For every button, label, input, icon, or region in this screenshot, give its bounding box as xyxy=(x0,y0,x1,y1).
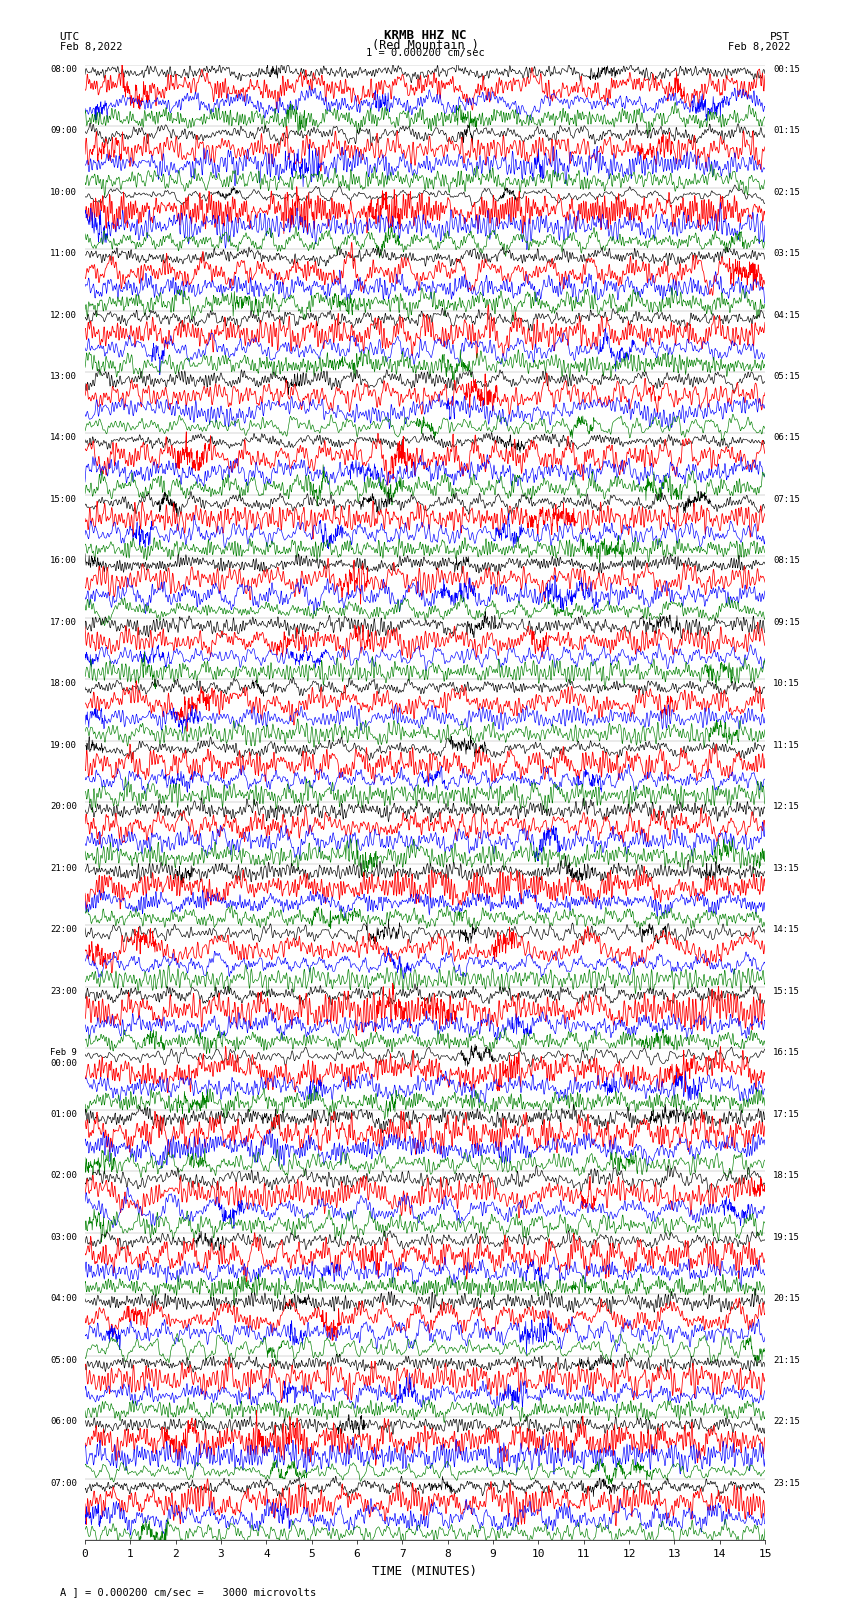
Text: 10:00: 10:00 xyxy=(50,187,76,197)
Text: 07:00: 07:00 xyxy=(50,1479,76,1487)
Text: 19:00: 19:00 xyxy=(50,740,76,750)
Text: 17:00: 17:00 xyxy=(50,618,76,627)
X-axis label: TIME (MINUTES): TIME (MINUTES) xyxy=(372,1565,478,1578)
Text: 20:00: 20:00 xyxy=(50,803,76,811)
Text: 21:15: 21:15 xyxy=(774,1357,800,1365)
Text: 14:15: 14:15 xyxy=(774,926,800,934)
Text: 21:00: 21:00 xyxy=(50,865,76,873)
Text: 04:15: 04:15 xyxy=(774,311,800,319)
Text: 03:00: 03:00 xyxy=(50,1232,76,1242)
Text: 18:15: 18:15 xyxy=(774,1171,800,1181)
Text: 02:00: 02:00 xyxy=(50,1171,76,1181)
Text: 17:15: 17:15 xyxy=(774,1110,800,1119)
Text: 19:15: 19:15 xyxy=(774,1232,800,1242)
Text: 13:00: 13:00 xyxy=(50,373,76,381)
Text: 02:15: 02:15 xyxy=(774,187,800,197)
Text: 16:15: 16:15 xyxy=(774,1048,800,1058)
Text: 13:15: 13:15 xyxy=(774,865,800,873)
Text: 07:15: 07:15 xyxy=(774,495,800,503)
Text: 11:00: 11:00 xyxy=(50,248,76,258)
Text: 04:00: 04:00 xyxy=(50,1294,76,1303)
Text: PST: PST xyxy=(770,32,790,42)
Text: 1 = 0.000200 cm/sec: 1 = 0.000200 cm/sec xyxy=(366,48,484,58)
Text: 15:00: 15:00 xyxy=(50,495,76,503)
Text: 06:00: 06:00 xyxy=(50,1418,76,1426)
Text: KRMB HHZ NC: KRMB HHZ NC xyxy=(383,29,467,42)
Text: 05:15: 05:15 xyxy=(774,373,800,381)
Text: 14:00: 14:00 xyxy=(50,434,76,442)
Text: 18:00: 18:00 xyxy=(50,679,76,689)
Text: 06:15: 06:15 xyxy=(774,434,800,442)
Text: 20:15: 20:15 xyxy=(774,1294,800,1303)
Text: 15:15: 15:15 xyxy=(774,987,800,995)
Text: 22:00: 22:00 xyxy=(50,926,76,934)
Text: Feb 9
00:00: Feb 9 00:00 xyxy=(50,1048,76,1068)
Text: 08:00: 08:00 xyxy=(50,65,76,74)
Text: 09:15: 09:15 xyxy=(774,618,800,627)
Text: 12:15: 12:15 xyxy=(774,803,800,811)
Text: 09:00: 09:00 xyxy=(50,126,76,135)
Text: 23:00: 23:00 xyxy=(50,987,76,995)
Text: 03:15: 03:15 xyxy=(774,248,800,258)
Text: Feb 8,2022: Feb 8,2022 xyxy=(60,42,122,52)
Text: 08:15: 08:15 xyxy=(774,556,800,566)
Text: 12:00: 12:00 xyxy=(50,311,76,319)
Text: UTC: UTC xyxy=(60,32,80,42)
Text: (Red Mountain ): (Red Mountain ) xyxy=(371,39,479,52)
Text: 11:15: 11:15 xyxy=(774,740,800,750)
Text: 01:00: 01:00 xyxy=(50,1110,76,1119)
Text: A ] = 0.000200 cm/sec =   3000 microvolts: A ] = 0.000200 cm/sec = 3000 microvolts xyxy=(60,1587,315,1597)
Text: 22:15: 22:15 xyxy=(774,1418,800,1426)
Text: 23:15: 23:15 xyxy=(774,1479,800,1487)
Text: 05:00: 05:00 xyxy=(50,1357,76,1365)
Text: 16:00: 16:00 xyxy=(50,556,76,566)
Text: 01:15: 01:15 xyxy=(774,126,800,135)
Text: 10:15: 10:15 xyxy=(774,679,800,689)
Text: 00:15: 00:15 xyxy=(774,65,800,74)
Text: Feb 8,2022: Feb 8,2022 xyxy=(728,42,791,52)
